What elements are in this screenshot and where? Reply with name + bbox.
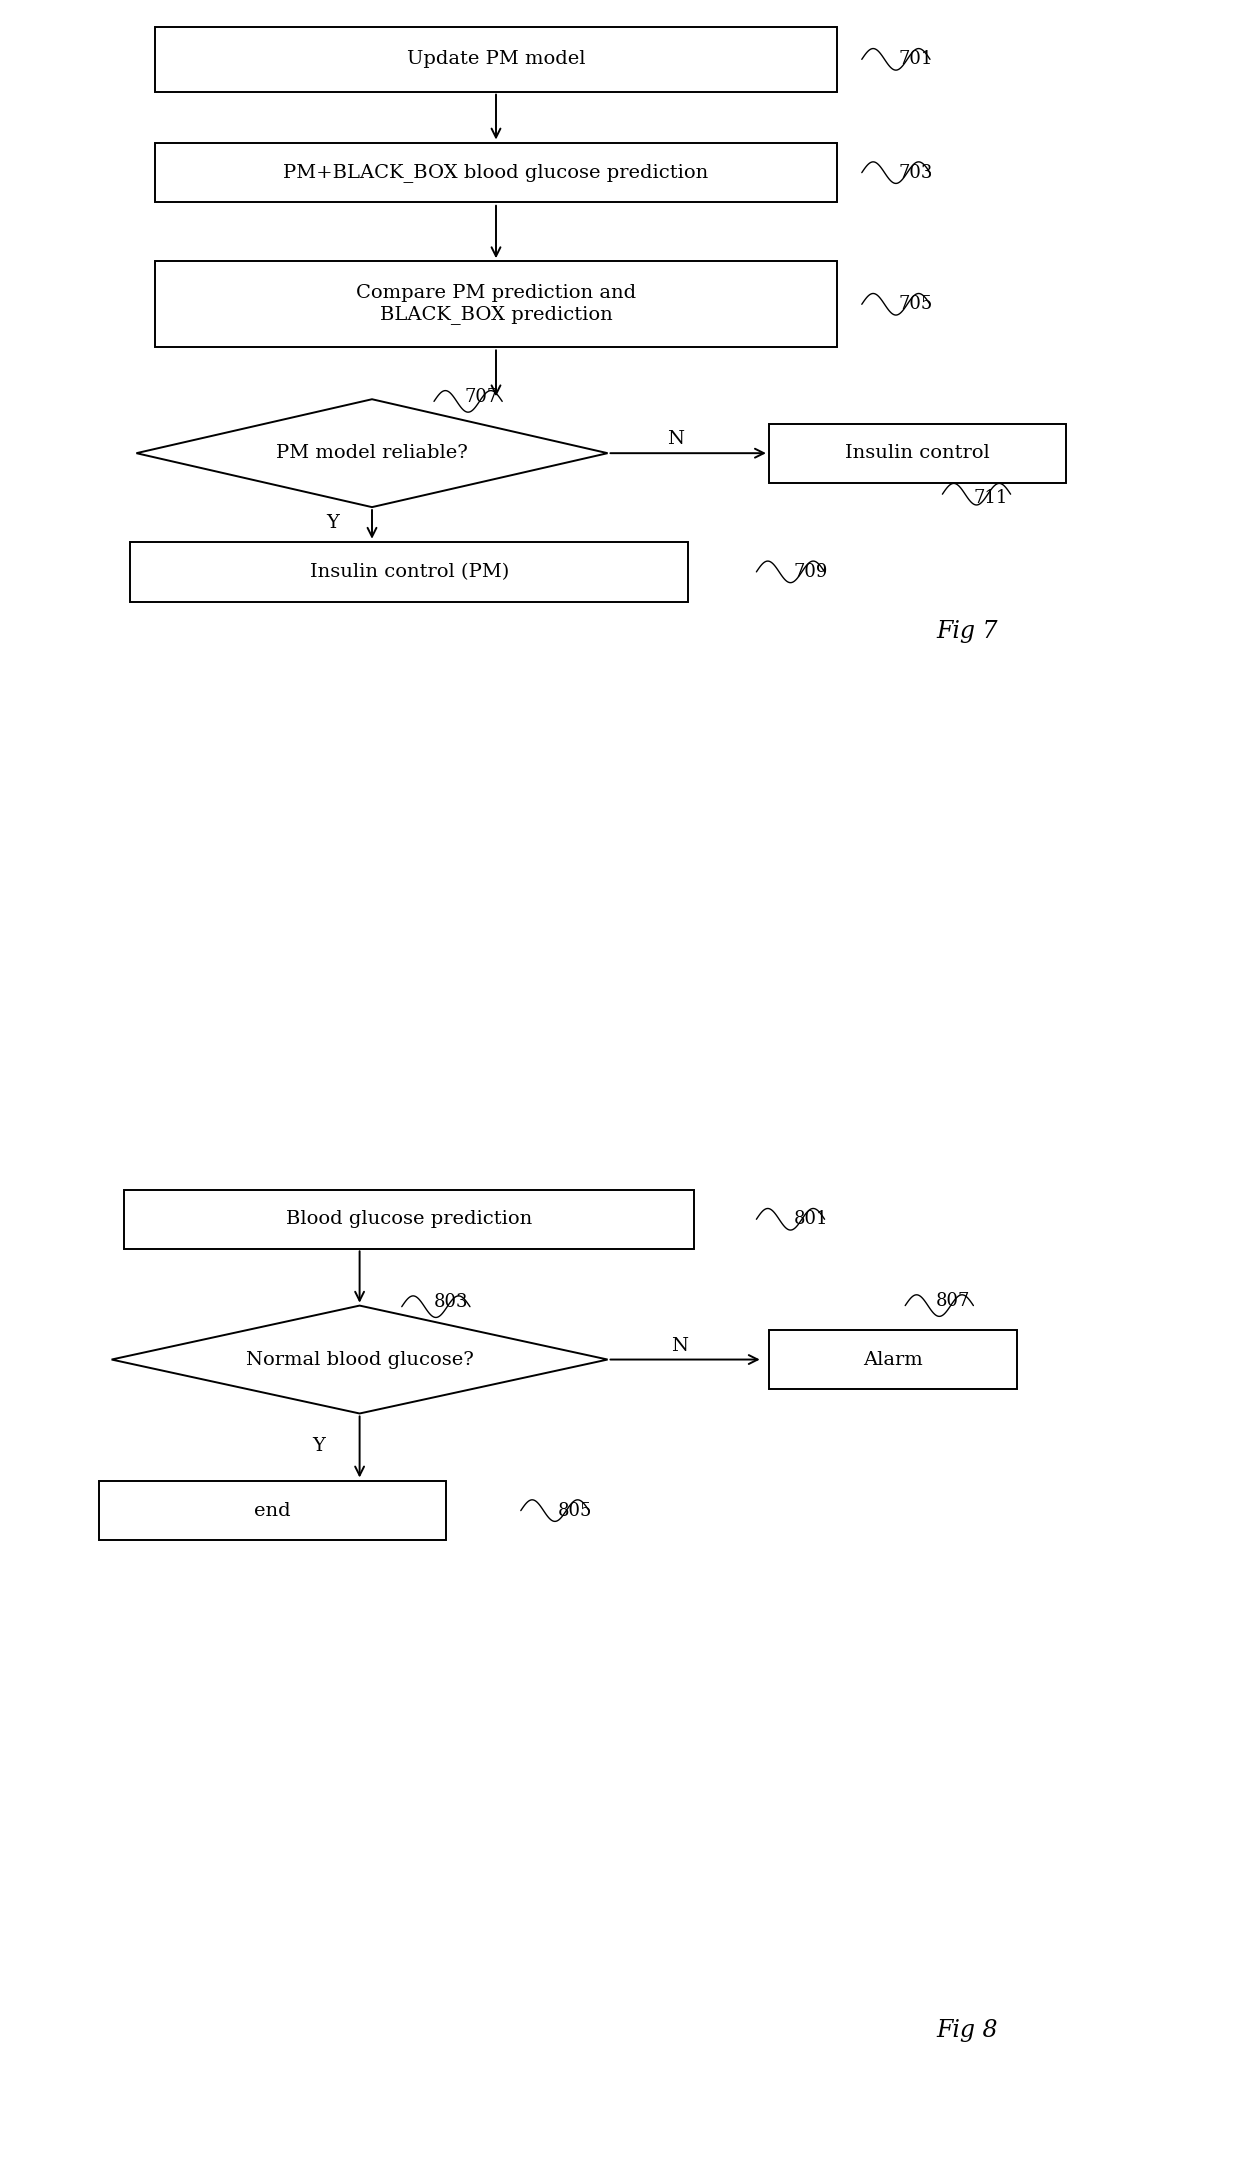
Bar (769, 423, 1066, 483)
Text: end: end (254, 1502, 291, 1519)
Text: 807: 807 (936, 1293, 971, 1310)
Bar (99, 1480, 446, 1541)
Text: N: N (671, 1336, 688, 1355)
Text: 709: 709 (794, 563, 828, 581)
Text: 803: 803 (434, 1293, 469, 1312)
Bar (155, 261, 837, 347)
Text: Blood glucose prediction: Blood glucose prediction (286, 1211, 532, 1228)
Bar (155, 28, 837, 93)
Text: 801: 801 (794, 1211, 828, 1228)
Text: PM model reliable?: PM model reliable? (277, 445, 467, 462)
Text: 805: 805 (558, 1502, 593, 1519)
Text: Y: Y (312, 1437, 325, 1454)
Text: Fig 8: Fig 8 (936, 2020, 998, 2041)
Text: 711: 711 (973, 490, 1008, 507)
Text: 707: 707 (465, 388, 500, 406)
Text: Normal blood glucose?: Normal blood glucose? (246, 1351, 474, 1368)
Text: 701: 701 (899, 50, 934, 69)
Bar (769, 1329, 1017, 1390)
Text: 705: 705 (899, 296, 934, 313)
Text: Insulin control: Insulin control (846, 445, 990, 462)
Text: Fig 7: Fig 7 (936, 619, 998, 643)
Text: Compare PM prediction and
BLACK_BOX prediction: Compare PM prediction and BLACK_BOX pred… (356, 285, 636, 324)
Text: 703: 703 (899, 164, 934, 181)
Text: Alarm: Alarm (863, 1351, 923, 1368)
Text: N: N (667, 429, 684, 449)
Bar (155, 142, 837, 203)
Polygon shape (136, 399, 608, 507)
Text: Insulin control (PM): Insulin control (PM) (310, 563, 508, 581)
Polygon shape (112, 1306, 608, 1413)
Bar (124, 1189, 694, 1249)
Text: Y: Y (326, 514, 339, 533)
Bar (130, 542, 688, 602)
Text: PM+BLACK_BOX blood glucose prediction: PM+BLACK_BOX blood glucose prediction (284, 164, 708, 181)
Text: Update PM model: Update PM model (407, 50, 585, 69)
